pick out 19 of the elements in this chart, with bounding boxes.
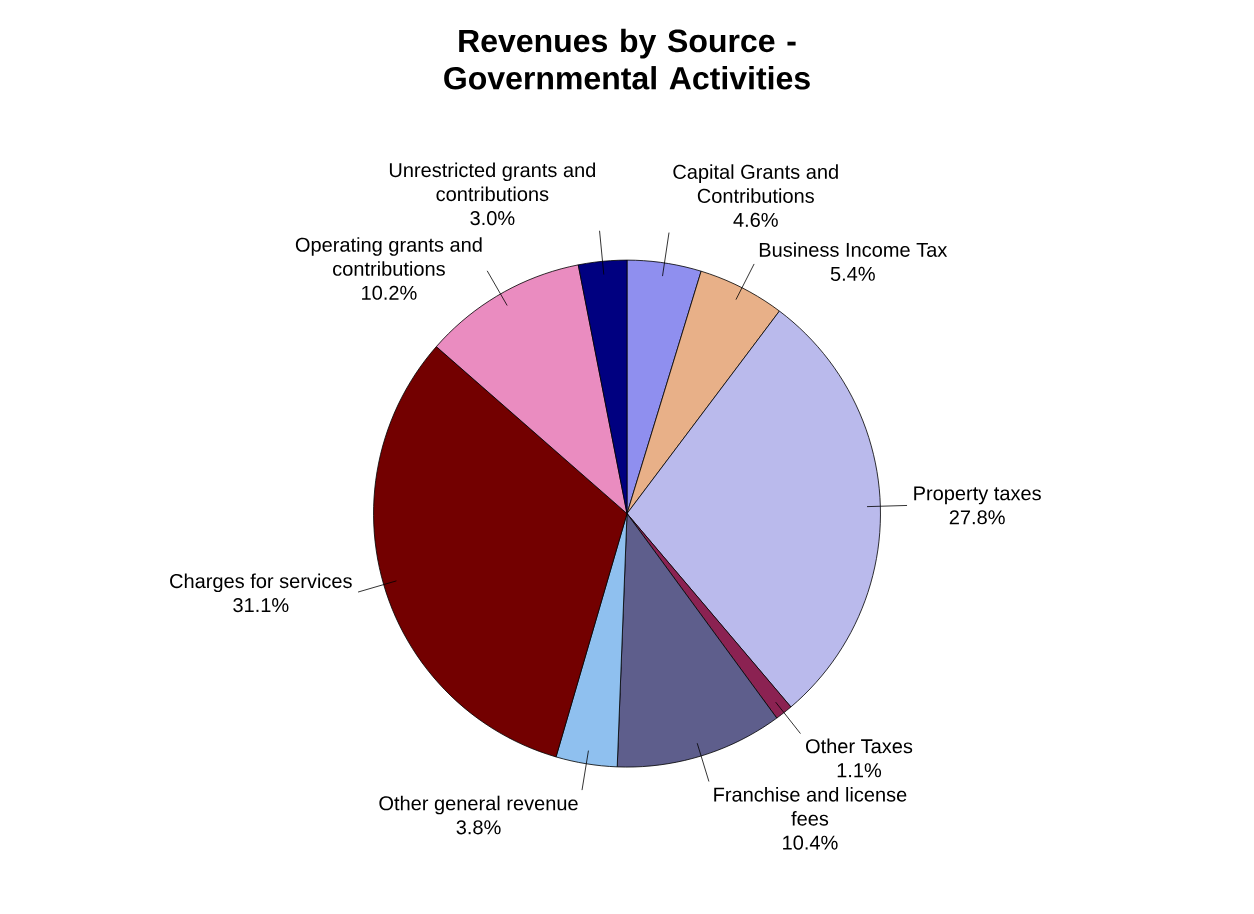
slice-label: Business Income Tax [759, 242, 948, 257]
data-label: 5.4% [830, 266, 875, 282]
data-label: 4.6% [733, 212, 778, 228]
data-label: 27.8% [949, 510, 1005, 525]
slice-label: Operating grants and contributions [295, 237, 482, 276]
slice-label: Unrestricted grants and contributions [389, 162, 596, 202]
data-label: 10.4% [783, 835, 838, 850]
slice-label: Charges for services [170, 573, 352, 593]
data-label: 31.1% [233, 598, 289, 613]
data-label: 3.8% [456, 820, 501, 835]
slice-label: Other general revenue [379, 795, 578, 815]
slice-label: Property taxes [914, 486, 1041, 505]
data-label: 3.0% [470, 211, 515, 226]
slice-label: Other Taxes [805, 738, 913, 754]
slice-label: Franchise and license fees [714, 787, 907, 826]
data-label: 1.1% [837, 763, 882, 778]
data-label: 10.2% [362, 285, 417, 300]
slice-label: Capital Grants and Contributions [673, 164, 838, 204]
chart-title: Revenues by Source - Governmental Activities [444, 28, 810, 90]
